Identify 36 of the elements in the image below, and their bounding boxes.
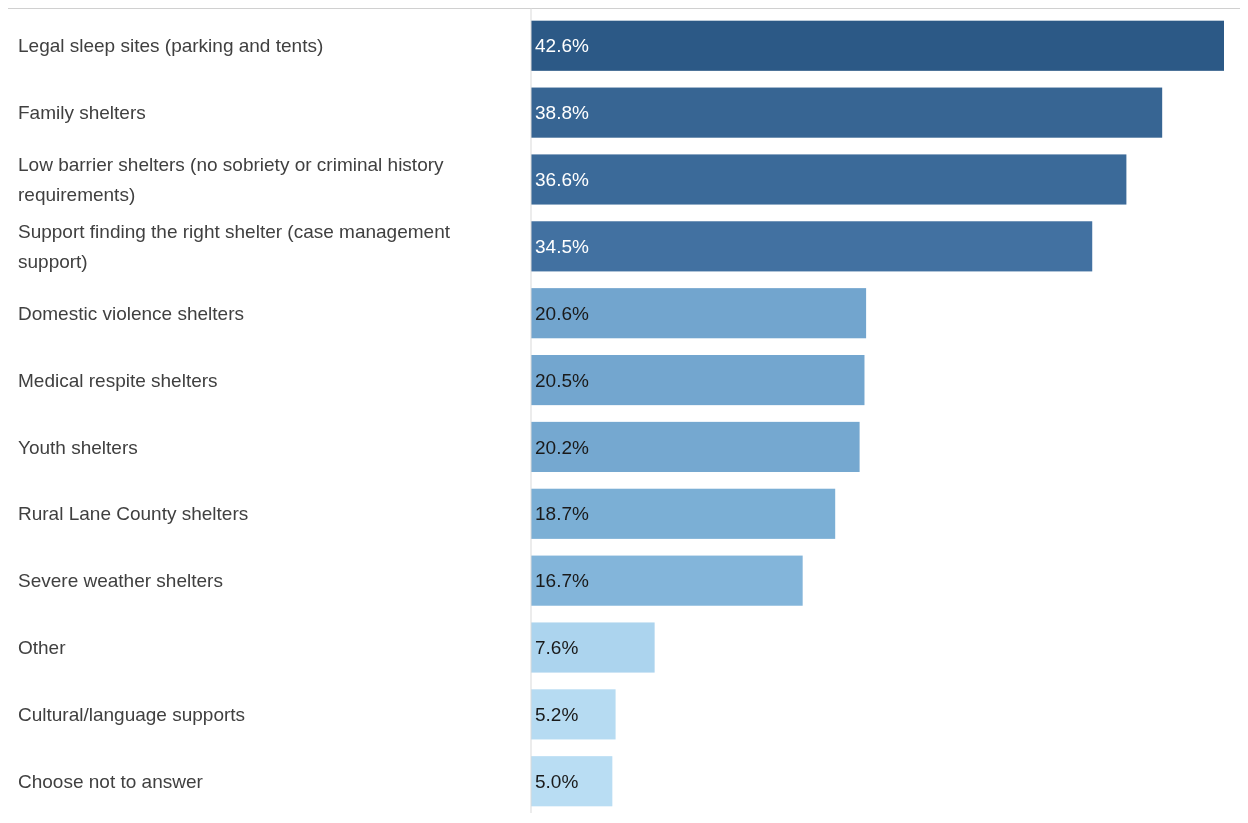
bar <box>531 288 867 339</box>
bar <box>531 221 1093 272</box>
bar <box>531 154 1127 205</box>
y-tick-label: Cultural/language supports <box>18 704 246 726</box>
bar <box>531 555 803 606</box>
bar <box>531 355 865 406</box>
data-label: 20.6% <box>535 302 589 324</box>
data-label: 20.2% <box>535 436 589 458</box>
y-tick-label: Severe weather shelters <box>18 570 223 592</box>
y-tick-label: Youth shelters <box>18 436 138 458</box>
y-tick-label: Medical respite shelters <box>18 369 218 391</box>
y-tick-label: Rural Lane County shelters <box>18 503 249 525</box>
bar <box>531 622 655 673</box>
data-label: 42.6% <box>535 35 589 57</box>
bar <box>531 20 1224 71</box>
data-label: 38.8% <box>535 102 589 124</box>
bar <box>531 421 860 472</box>
y-tick-label: Other <box>18 637 67 659</box>
data-label: 18.7% <box>535 503 589 525</box>
y-tick-label: Legal sleep sites (parking and tents) <box>18 35 324 57</box>
data-label: 20.5% <box>535 369 589 391</box>
bar <box>531 488 836 539</box>
y-tick-label: Choose not to answer <box>18 770 204 792</box>
data-label: 7.6% <box>535 637 579 659</box>
data-label: 5.2% <box>535 704 579 726</box>
bar <box>531 756 613 807</box>
y-tick-label: Support finding the right shelter (case management support) <box>18 221 451 272</box>
data-label: 16.7% <box>535 570 589 592</box>
y-tick-label: Domestic violence shelters <box>18 302 244 324</box>
data-label: 5.0% <box>535 770 579 792</box>
data-label: 34.5% <box>535 236 589 257</box>
data-label: 36.6% <box>535 169 589 191</box>
y-tick-label: Family shelters <box>18 102 146 124</box>
bar <box>531 87 1163 138</box>
bar <box>531 689 616 740</box>
y-tick-label: Low barrier shelters (no sobriety or criminal history requirements) <box>18 154 445 206</box>
